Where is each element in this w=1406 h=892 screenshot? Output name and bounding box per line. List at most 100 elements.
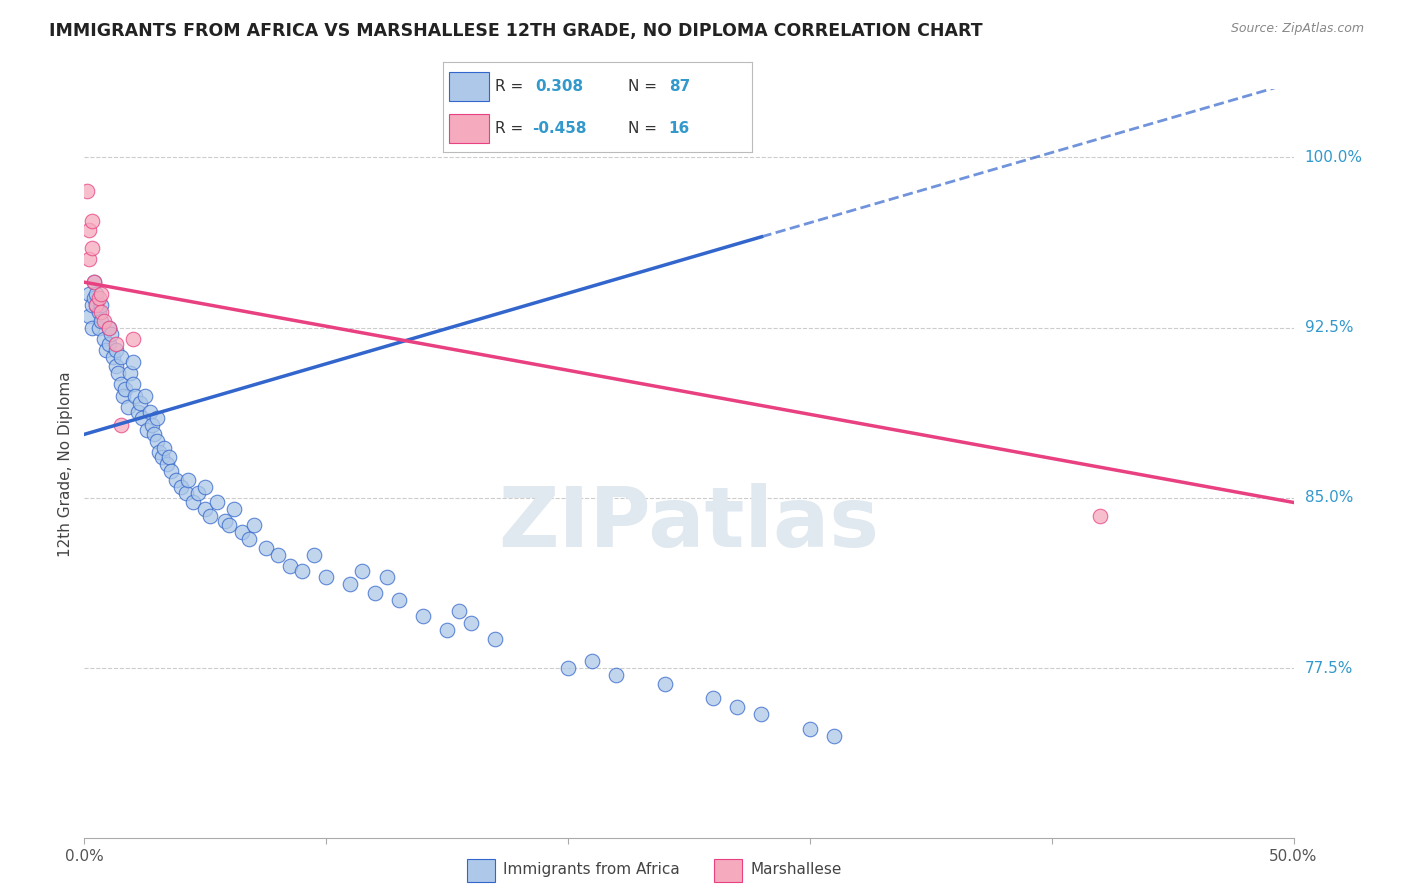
Point bbox=[136, 423, 159, 437]
Point bbox=[218, 518, 240, 533]
Point bbox=[124, 389, 146, 403]
Point bbox=[143, 427, 166, 442]
Point bbox=[86, 298, 108, 312]
Text: ZIPatlas: ZIPatlas bbox=[499, 483, 879, 565]
Point bbox=[436, 623, 458, 637]
Point bbox=[83, 275, 105, 289]
Point bbox=[194, 479, 217, 493]
Point bbox=[242, 518, 264, 533]
FancyBboxPatch shape bbox=[449, 114, 489, 143]
Point bbox=[93, 332, 115, 346]
Point bbox=[198, 509, 221, 524]
Text: N =: N = bbox=[628, 121, 662, 136]
Point bbox=[104, 343, 127, 358]
Point bbox=[484, 632, 506, 646]
Point bbox=[224, 502, 246, 516]
Point bbox=[97, 320, 120, 334]
Point bbox=[174, 486, 197, 500]
Point bbox=[157, 450, 180, 464]
Point bbox=[117, 400, 139, 414]
Point bbox=[799, 723, 821, 737]
Point bbox=[654, 677, 676, 691]
Text: IMMIGRANTS FROM AFRICA VS MARSHALLESE 12TH GRADE, NO DIPLOMA CORRELATION CHART: IMMIGRANTS FROM AFRICA VS MARSHALLESE 12… bbox=[49, 22, 983, 40]
Point bbox=[751, 706, 773, 721]
Point bbox=[725, 699, 748, 714]
Point bbox=[87, 304, 110, 318]
Y-axis label: 12th Grade, No Diploma: 12th Grade, No Diploma bbox=[58, 371, 73, 557]
Point bbox=[121, 354, 143, 368]
Point bbox=[449, 604, 471, 618]
Point bbox=[181, 495, 204, 509]
Point bbox=[110, 418, 132, 433]
Point bbox=[100, 327, 122, 342]
Point bbox=[160, 464, 183, 478]
Text: Marshallese: Marshallese bbox=[751, 863, 842, 877]
Text: -0.458: -0.458 bbox=[533, 121, 588, 136]
Point bbox=[291, 564, 314, 578]
Point bbox=[76, 185, 98, 199]
Point bbox=[1088, 509, 1111, 524]
Point bbox=[83, 275, 105, 289]
Point bbox=[155, 457, 177, 471]
Point bbox=[80, 214, 103, 228]
Point bbox=[375, 570, 398, 584]
Point bbox=[267, 548, 290, 562]
Point bbox=[823, 729, 845, 743]
Point bbox=[141, 418, 163, 433]
Text: 0.308: 0.308 bbox=[536, 79, 583, 94]
Point bbox=[146, 434, 169, 449]
Point bbox=[86, 286, 108, 301]
Point bbox=[104, 336, 127, 351]
Point bbox=[177, 473, 200, 487]
Text: Source: ZipAtlas.com: Source: ZipAtlas.com bbox=[1230, 22, 1364, 36]
Point bbox=[90, 304, 112, 318]
Point bbox=[194, 502, 217, 516]
Point bbox=[93, 314, 115, 328]
FancyBboxPatch shape bbox=[467, 859, 495, 882]
Point bbox=[254, 541, 277, 555]
Point bbox=[77, 223, 100, 237]
Point bbox=[114, 382, 136, 396]
Point bbox=[110, 350, 132, 364]
Point bbox=[150, 450, 173, 464]
FancyBboxPatch shape bbox=[714, 859, 742, 882]
Point bbox=[153, 441, 176, 455]
Point bbox=[231, 524, 253, 539]
Point bbox=[80, 298, 103, 312]
Point bbox=[339, 577, 361, 591]
Point bbox=[87, 291, 110, 305]
Text: R =: R = bbox=[495, 121, 529, 136]
Point bbox=[80, 241, 103, 255]
Point bbox=[121, 332, 143, 346]
Text: 77.5%: 77.5% bbox=[1305, 661, 1353, 675]
Point bbox=[207, 495, 229, 509]
Point bbox=[388, 593, 411, 607]
Text: R =: R = bbox=[495, 79, 533, 94]
Point bbox=[581, 654, 603, 668]
Point bbox=[214, 514, 236, 528]
Point bbox=[605, 668, 627, 682]
Point bbox=[315, 570, 337, 584]
Point bbox=[238, 532, 260, 546]
Point bbox=[107, 366, 129, 380]
Point bbox=[352, 564, 374, 578]
Point bbox=[90, 286, 112, 301]
Text: Immigrants from Africa: Immigrants from Africa bbox=[503, 863, 681, 877]
Point bbox=[131, 411, 153, 425]
Text: 85.0%: 85.0% bbox=[1305, 491, 1353, 506]
Point bbox=[146, 411, 169, 425]
Point bbox=[129, 395, 152, 409]
Point bbox=[80, 320, 103, 334]
Text: 92.5%: 92.5% bbox=[1305, 320, 1353, 335]
Text: 16: 16 bbox=[669, 121, 690, 136]
Point bbox=[90, 314, 112, 328]
Point bbox=[187, 486, 209, 500]
Point bbox=[110, 377, 132, 392]
Point bbox=[90, 298, 112, 312]
Point bbox=[278, 559, 301, 574]
Point bbox=[412, 609, 434, 624]
FancyBboxPatch shape bbox=[449, 72, 489, 101]
Point bbox=[94, 343, 117, 358]
Point bbox=[127, 404, 149, 418]
Text: 100.0%: 100.0% bbox=[1305, 150, 1362, 165]
